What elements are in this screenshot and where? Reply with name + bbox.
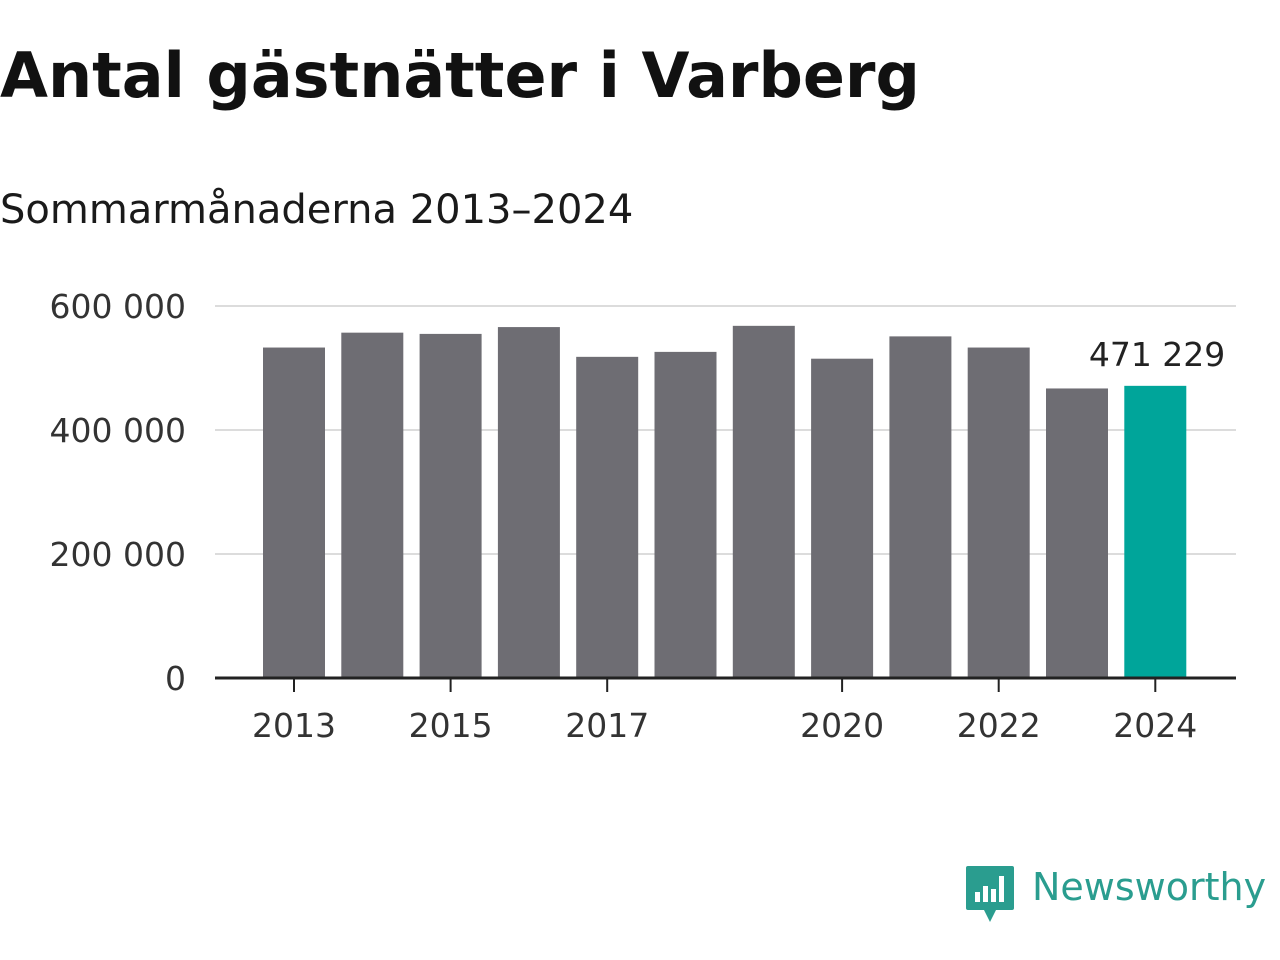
labels: 0 200 000 400 000 600 000 2013 2015 2017 2020 20… bbox=[50, 287, 1226, 745]
bar bbox=[811, 358, 874, 678]
bar bbox=[1124, 385, 1187, 678]
bar bbox=[889, 336, 952, 678]
newsworthy-logo-icon bbox=[966, 866, 1014, 922]
y-tick-label: 0 bbox=[165, 659, 186, 698]
bar bbox=[654, 351, 717, 678]
data-label-2024: 471 229 bbox=[1089, 335, 1225, 374]
chart-subtitle: Sommarmånaderna 2013–2024 bbox=[0, 187, 634, 233]
bar bbox=[967, 347, 1030, 678]
x-tick-label: 2017 bbox=[565, 706, 649, 745]
bar bbox=[341, 332, 404, 678]
x-tick-label: 2020 bbox=[800, 706, 884, 745]
bar bbox=[419, 333, 482, 678]
bar bbox=[497, 327, 560, 678]
y-tick-label: 200 000 bbox=[50, 535, 186, 574]
x-tick-label: 2013 bbox=[252, 706, 336, 745]
y-tick-label: 600 000 bbox=[50, 287, 186, 326]
y-tick-label: 400 000 bbox=[50, 411, 186, 450]
bar bbox=[263, 347, 325, 678]
x-tick-label: 2024 bbox=[1113, 706, 1197, 745]
bars bbox=[263, 325, 1187, 678]
newsworthy-logo: Newsworthy bbox=[964, 864, 1266, 926]
axes bbox=[215, 676, 1236, 692]
bar bbox=[1046, 388, 1108, 678]
x-tick-label: 2015 bbox=[409, 706, 493, 745]
chart-title: Antal gästnätter i Varberg bbox=[0, 39, 920, 112]
brand-name: Newsworthy bbox=[1032, 865, 1267, 909]
bar bbox=[576, 356, 639, 678]
bar bbox=[732, 325, 795, 678]
x-tick-label: 2022 bbox=[957, 706, 1041, 745]
